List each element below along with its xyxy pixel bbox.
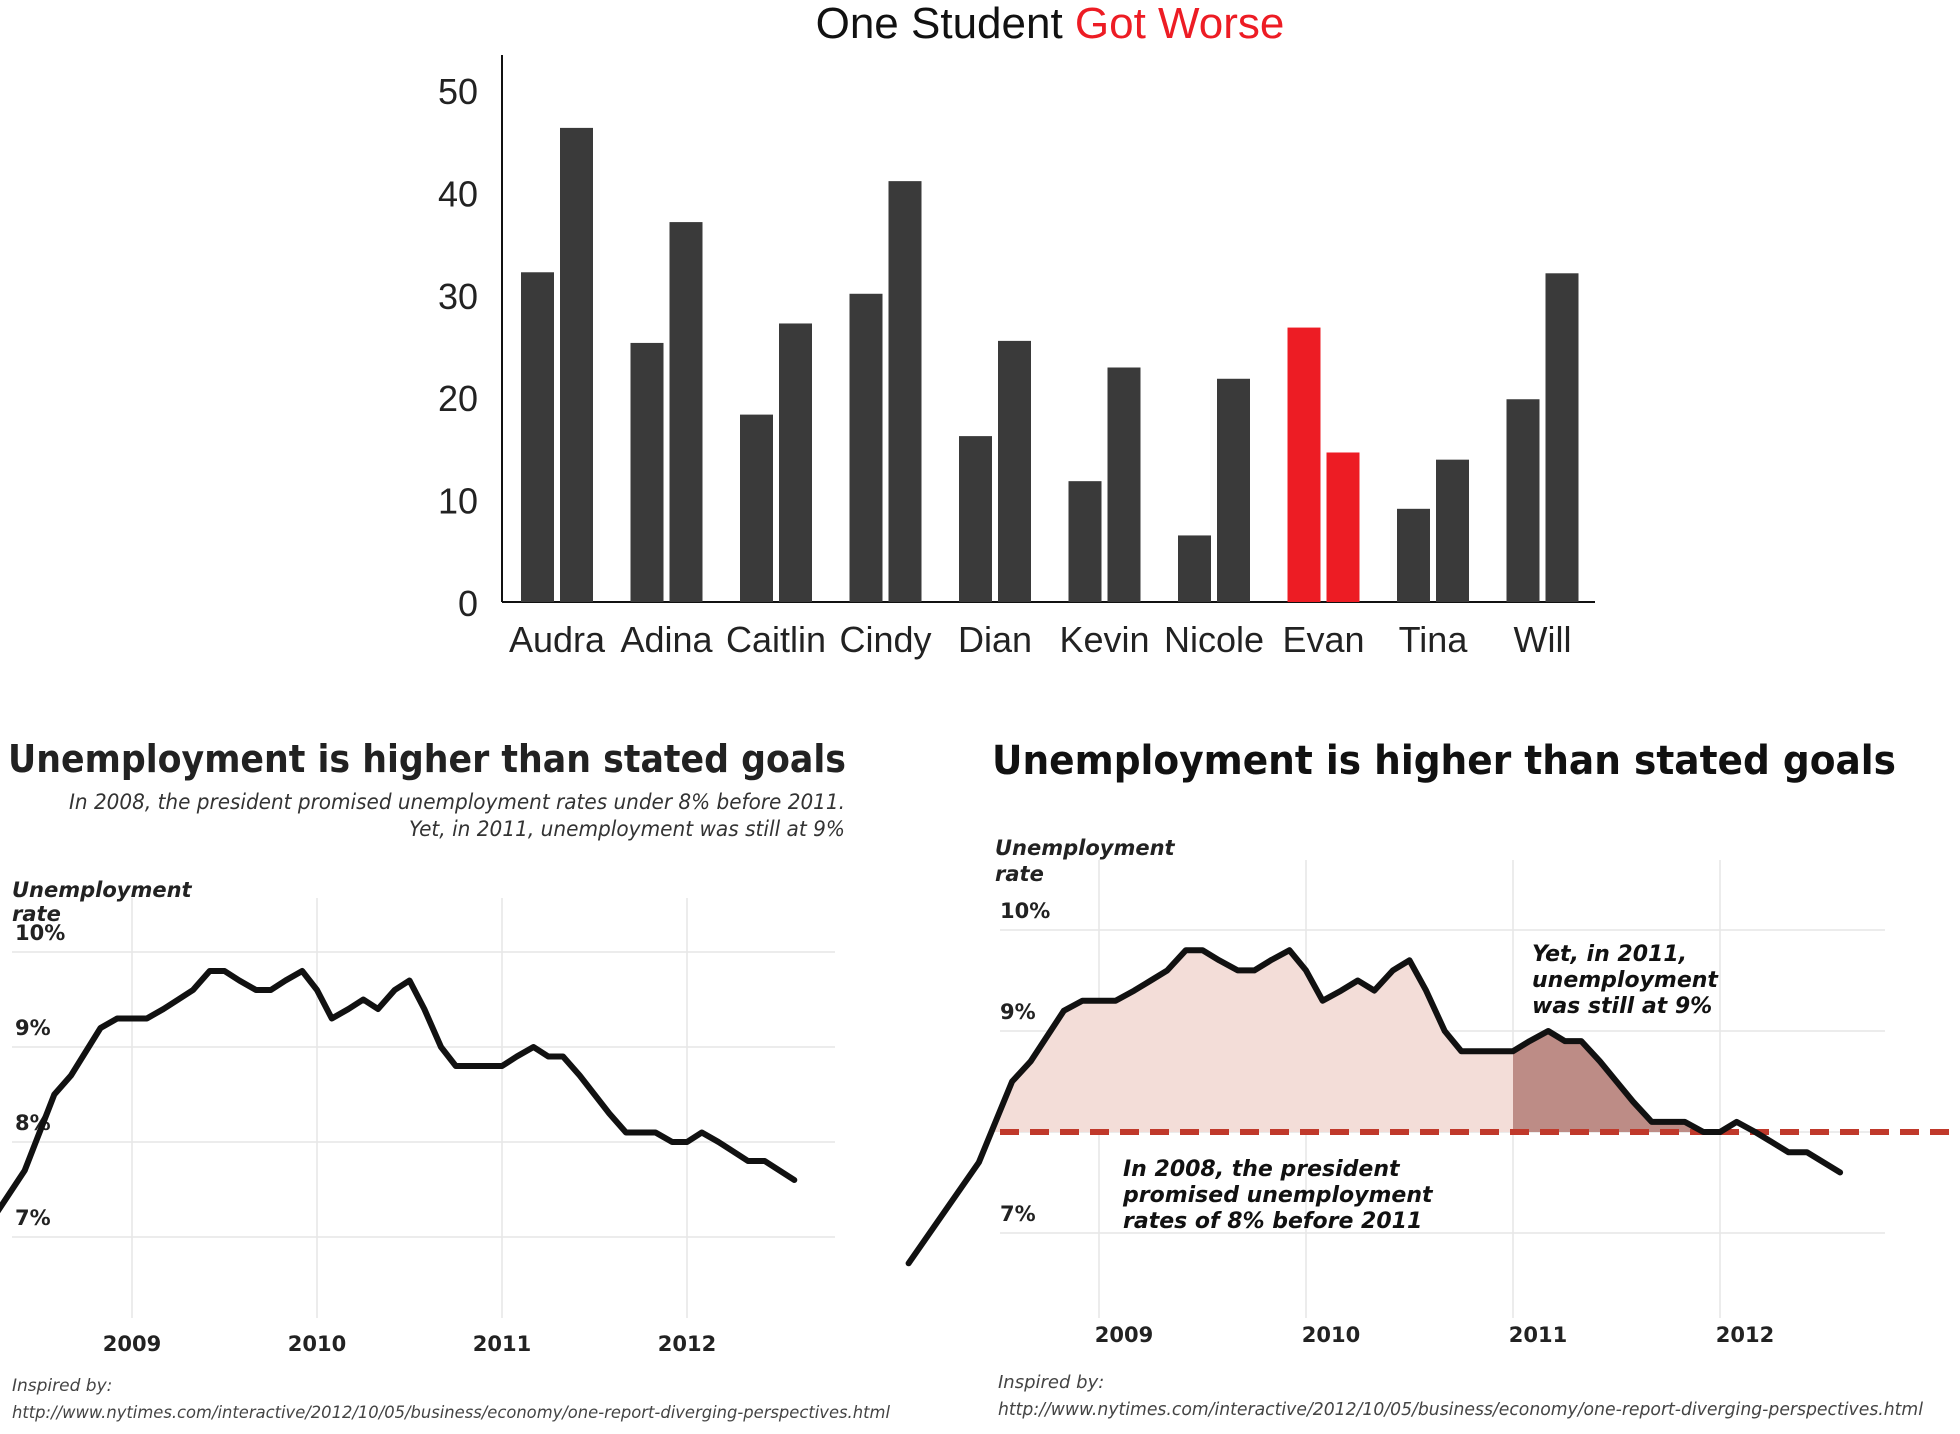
bar-chart-x-label: Dian — [958, 619, 1032, 660]
bar-adina-1 — [630, 342, 664, 602]
line-chart-plain-ylabel-2: rate — [12, 902, 61, 926]
bar-will-2 — [1545, 273, 1579, 602]
bar-evan-2 — [1326, 452, 1360, 602]
x-tick-label: 2011 — [473, 1332, 531, 1356]
bar-tina-2 — [1436, 459, 1469, 602]
bar-chart-y-tick: 0 — [458, 583, 478, 624]
bar-cindy-2 — [888, 181, 922, 603]
bar-caitlin-1 — [740, 414, 773, 602]
bar-kevin-1 — [1068, 481, 1102, 602]
bar-will-1 — [1506, 399, 1540, 602]
annotation-2008-line-1: In 2008, the president — [1123, 1157, 1401, 1182]
x-tick-label: 2012 — [1716, 1323, 1774, 1347]
bar-adina-2 — [669, 222, 703, 602]
bar-tina-1 — [1397, 508, 1430, 602]
bar-chart-x-label: Tina — [1399, 619, 1469, 660]
bar-chart-x-label: Cindy — [839, 619, 931, 660]
bar-chart-y-tick: 10 — [438, 481, 478, 522]
area-before-2011 — [908, 950, 1513, 1132]
bar-dian-1 — [959, 436, 992, 602]
x-tick-label: 2009 — [103, 1332, 161, 1356]
x-tick-label: 2010 — [288, 1332, 346, 1356]
annotation-2008-line-3: rates of 8% before 2011 — [1123, 1209, 1422, 1234]
bar-audra-1 — [521, 272, 554, 602]
bar-chart-x-label: Adina — [620, 619, 713, 660]
line-chart-plain-source-url: http://www.nytimes.com/interactive/2012/… — [12, 1403, 890, 1423]
y-tick-label: 7% — [15, 1206, 51, 1230]
bar-chart-x-label: Kevin — [1059, 619, 1149, 660]
bar-chart-y-tick: 30 — [438, 276, 478, 317]
line-chart-annotated-source-url: http://www.nytimes.com/interactive/2012/… — [998, 1399, 1923, 1420]
x-tick-label: 2012 — [658, 1332, 716, 1356]
line-chart-plain-ylabel-1: Unemployment — [12, 878, 193, 902]
bar-chart-y-tick: 40 — [438, 173, 478, 214]
bar-chart-x-label: Nicole — [1164, 619, 1264, 660]
bar-audra-2 — [560, 127, 593, 602]
bar-chart-title: One Student Got Worse — [816, 0, 1285, 48]
y-tick-label: 10% — [1000, 899, 1050, 923]
line-chart-plain: Unemployment is higher than stated goals… — [0, 737, 890, 1423]
bar-chart-x-label: Audra — [509, 619, 606, 660]
y-tick-label: 9% — [15, 1016, 51, 1040]
line-chart-annotated-ylabel-1: Unemployment — [995, 836, 1176, 860]
x-tick-label: 2011 — [1509, 1323, 1567, 1347]
line-chart-plain-subtitle-1: In 2008, the president promised unemploy… — [69, 790, 845, 814]
bar-chart-title-highlight: Got Worse — [1075, 0, 1284, 48]
line-chart-annotated-title: Unemployment is higher than stated goals — [992, 738, 1896, 784]
y-tick-label: 9% — [1000, 1000, 1036, 1024]
line-chart-annotated-series-line — [905, 947, 1844, 1267]
annotation-2011-line-2: unemployment — [1532, 968, 1719, 993]
bar-evan-1 — [1287, 327, 1321, 602]
line-chart-plain-series-line — [0, 968, 798, 1214]
bar-kevin-2 — [1107, 367, 1141, 602]
line-chart-plain-title: Unemployment is higher than stated goals — [8, 737, 846, 781]
bar-chart-x-label: Evan — [1282, 619, 1364, 660]
y-tick-label: 10% — [15, 921, 65, 945]
line-chart-annotated: Unemployment is higher than stated goals… — [905, 738, 1956, 1420]
bar-chart-x-label: Caitlin — [726, 619, 826, 660]
line-chart-plain-source-label: Inspired by: — [12, 1376, 112, 1396]
bar-dian-2 — [998, 340, 1031, 602]
bar-chart: One Student Got Worse 0 10 20 30 40 50 Audra A… — [438, 0, 1595, 660]
bar-chart-x-label: Will — [1514, 619, 1572, 660]
bar-caitlin-2 — [779, 323, 812, 602]
annotation-2011-line-1: Yet, in 2011, — [1532, 942, 1687, 967]
bar-chart-y-tick: 20 — [438, 378, 478, 419]
line-chart-annotated-ylabel-2: rate — [995, 862, 1044, 886]
bar-chart-y-tick: 50 — [438, 71, 478, 112]
annotation-2011-line-3: was still at 9% — [1532, 994, 1712, 1019]
x-tick-label: 2010 — [1302, 1323, 1360, 1347]
y-tick-label: 7% — [1000, 1202, 1036, 1226]
annotation-2008-line-2: promised unemployment — [1122, 1183, 1434, 1208]
x-tick-label: 2009 — [1095, 1323, 1153, 1347]
bar-nicole-1 — [1178, 535, 1211, 602]
bar-cindy-1 — [849, 293, 883, 602]
line-chart-plain-subtitle-2: Yet, in 2011, unemployment was still at … — [409, 817, 845, 841]
bar-nicole-2 — [1217, 378, 1250, 602]
line-chart-annotated-source-label: Inspired by: — [998, 1372, 1104, 1393]
